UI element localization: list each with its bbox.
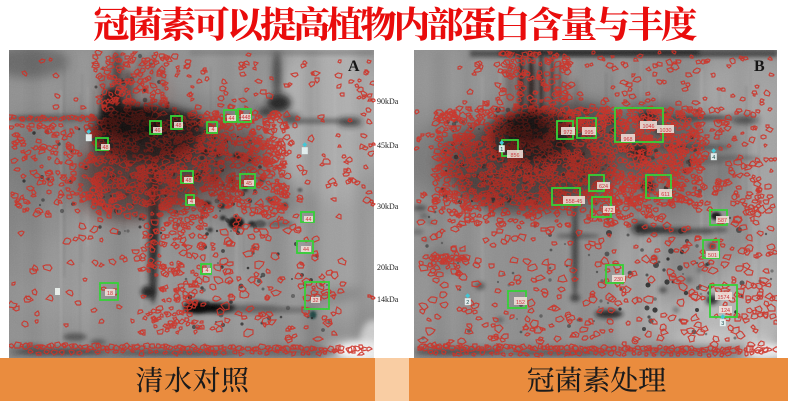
- svg-text:90kDa: 90kDa: [377, 97, 399, 106]
- svg-text:B: B: [754, 58, 765, 75]
- svg-text:14kDa: 14kDa: [377, 295, 399, 304]
- svg-text:45kDa: 45kDa: [377, 141, 399, 150]
- svg-text:A: A: [348, 58, 360, 75]
- svg-text:20kDa: 20kDa: [377, 263, 399, 272]
- svg-text:30kDa: 30kDa: [377, 202, 399, 211]
